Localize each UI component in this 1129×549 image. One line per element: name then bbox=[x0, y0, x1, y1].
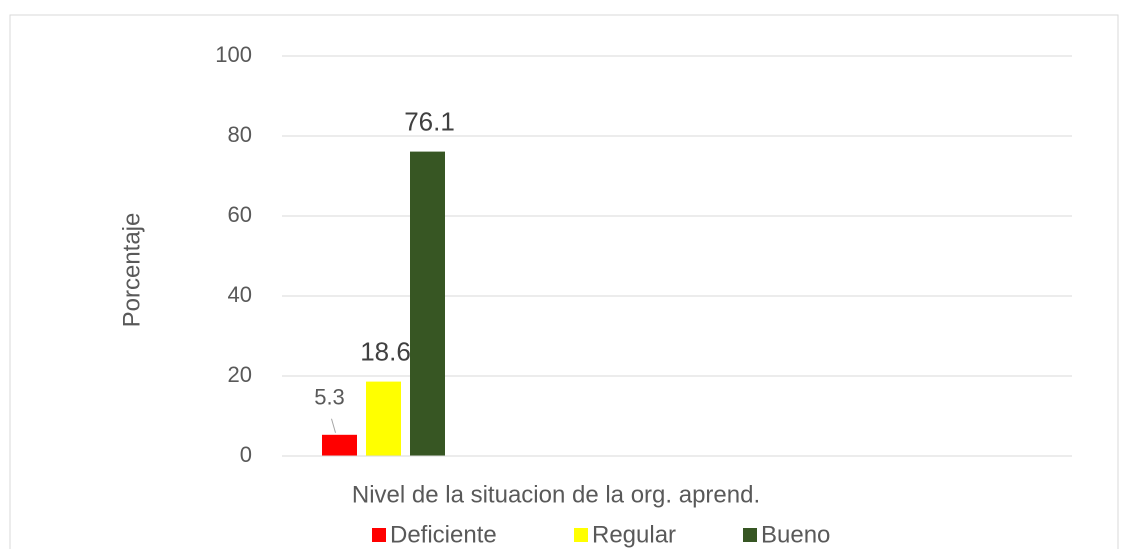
y-tick-label: 40 bbox=[228, 282, 252, 307]
chart-frame bbox=[9, 14, 1119, 549]
y-axis-title: Porcentaje bbox=[118, 213, 145, 328]
y-tick-label: 0 bbox=[240, 442, 252, 467]
data-label: 76.1 bbox=[404, 106, 455, 136]
y-tick-label: 20 bbox=[228, 362, 252, 387]
legend-swatch bbox=[574, 528, 588, 542]
x-axis-title: Nivel de la situacion de la org. aprend. bbox=[352, 481, 760, 508]
legend-swatch bbox=[372, 528, 386, 542]
bar bbox=[410, 151, 445, 456]
data-label: 5.3 bbox=[314, 385, 345, 410]
bar bbox=[322, 434, 357, 456]
data-label: 18.6 bbox=[360, 336, 411, 366]
legend-label: Regular bbox=[592, 521, 676, 548]
legend-label: Deficiente bbox=[390, 521, 497, 548]
y-tick-label: 100 bbox=[215, 42, 252, 67]
leader-line bbox=[331, 418, 336, 433]
legend-swatch bbox=[743, 528, 757, 542]
y-tick-label: 60 bbox=[228, 202, 252, 227]
bar bbox=[366, 381, 401, 456]
y-tick-label: 80 bbox=[228, 122, 252, 147]
legend-label: Bueno bbox=[761, 521, 830, 548]
